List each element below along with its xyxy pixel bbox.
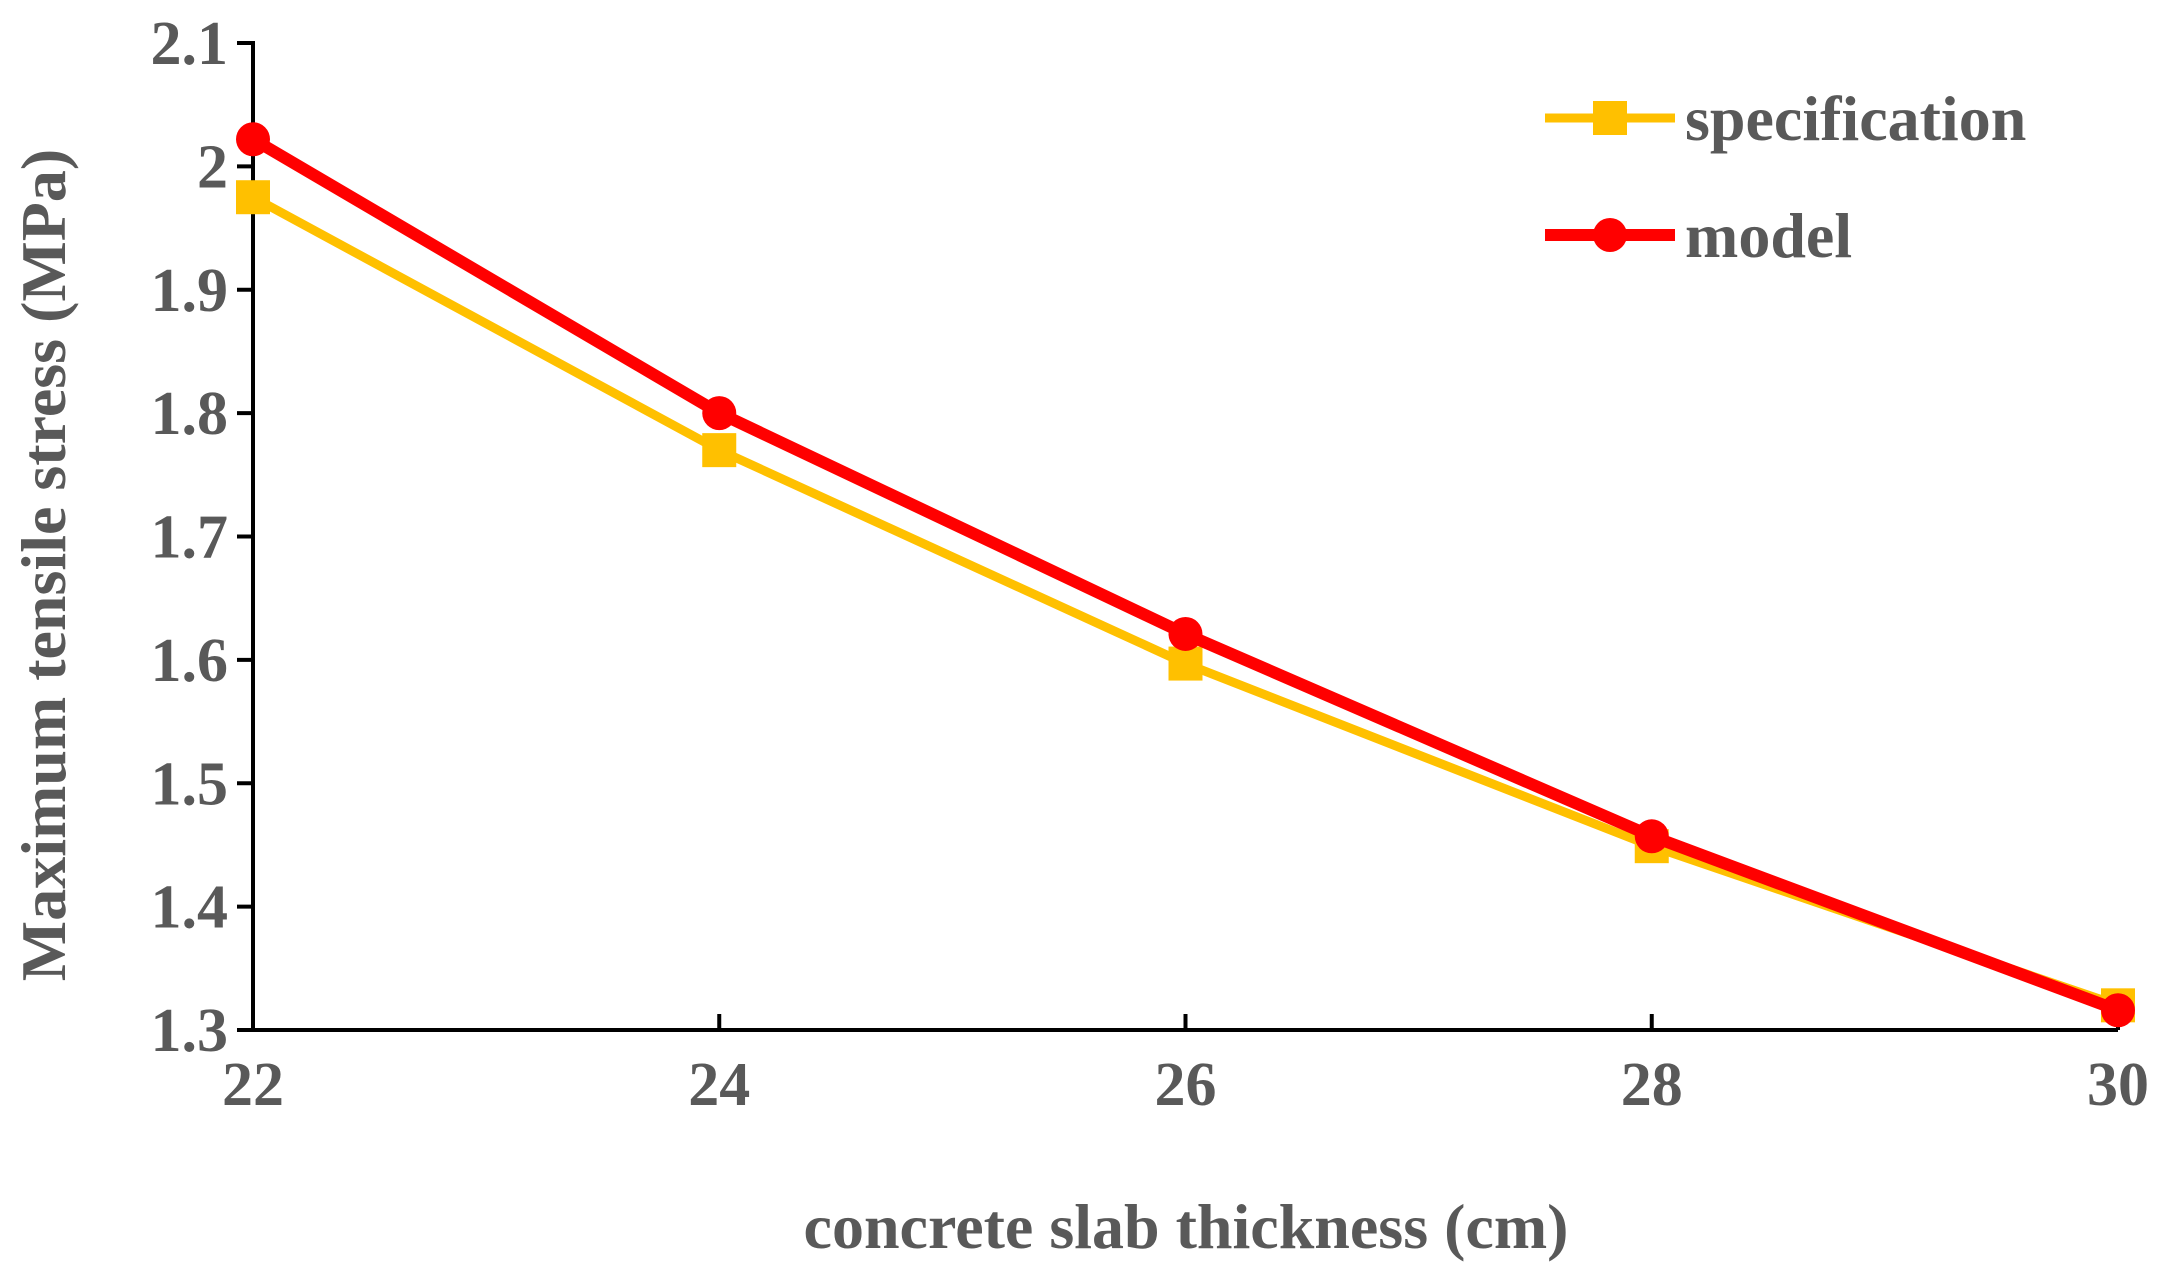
legend-label-model: model [1685, 200, 1852, 271]
y-tick-label: 1.8 [151, 380, 229, 448]
data-point-specification [1168, 646, 1203, 681]
x-tick-labels: 22 24 26 28 30 [222, 1051, 2149, 1119]
y-tick-label: 1.4 [151, 874, 229, 942]
data-point-model [236, 122, 270, 157]
y-tick-label: 2.1 [151, 10, 229, 78]
y-tick-label: 1.9 [151, 257, 229, 325]
y-tick-label: 1.6 [151, 627, 229, 695]
x-tick-label: 28 [1621, 1051, 1683, 1119]
y-tick-label: 1.7 [151, 504, 229, 572]
series-specification [236, 180, 2135, 1023]
data-point-model [702, 396, 737, 431]
series-model [236, 122, 2135, 1028]
y-axis-title: Maximum tensile stress (MPa) [8, 149, 79, 981]
y-tick-labels: 1.3 1.4 1.5 1.6 1.7 1.8 1.9 2 2.1 [151, 10, 229, 1065]
axes [237, 41, 2120, 1032]
y-tick-label: 1.3 [151, 997, 229, 1065]
series-layer [236, 122, 2135, 1028]
data-point-model [1634, 819, 1669, 854]
legend: specification model [1545, 83, 2026, 271]
series-line-specification [250, 193, 2120, 1010]
x-tick-label: 30 [2087, 1051, 2149, 1119]
data-point-model [1168, 616, 1203, 651]
legend-marker-model [1593, 218, 1627, 252]
legend-item-specification: specification [1545, 83, 2026, 154]
data-point-specification [702, 433, 737, 468]
x-tick-label: 22 [222, 1051, 284, 1119]
legend-label-specification: specification [1685, 83, 2026, 154]
data-point-specification [236, 180, 270, 215]
data-point-model [2101, 993, 2135, 1028]
x-tick-label: 26 [1155, 1051, 1217, 1119]
y-tick-label: 1.5 [151, 750, 229, 818]
legend-item-model: model [1545, 200, 1852, 271]
y-tick-label: 2 [197, 133, 228, 201]
x-tick-label: 24 [688, 1051, 750, 1119]
legend-marker-specification [1593, 101, 1627, 135]
x-axis-title: concrete slab thickness (cm) [804, 1191, 1569, 1262]
